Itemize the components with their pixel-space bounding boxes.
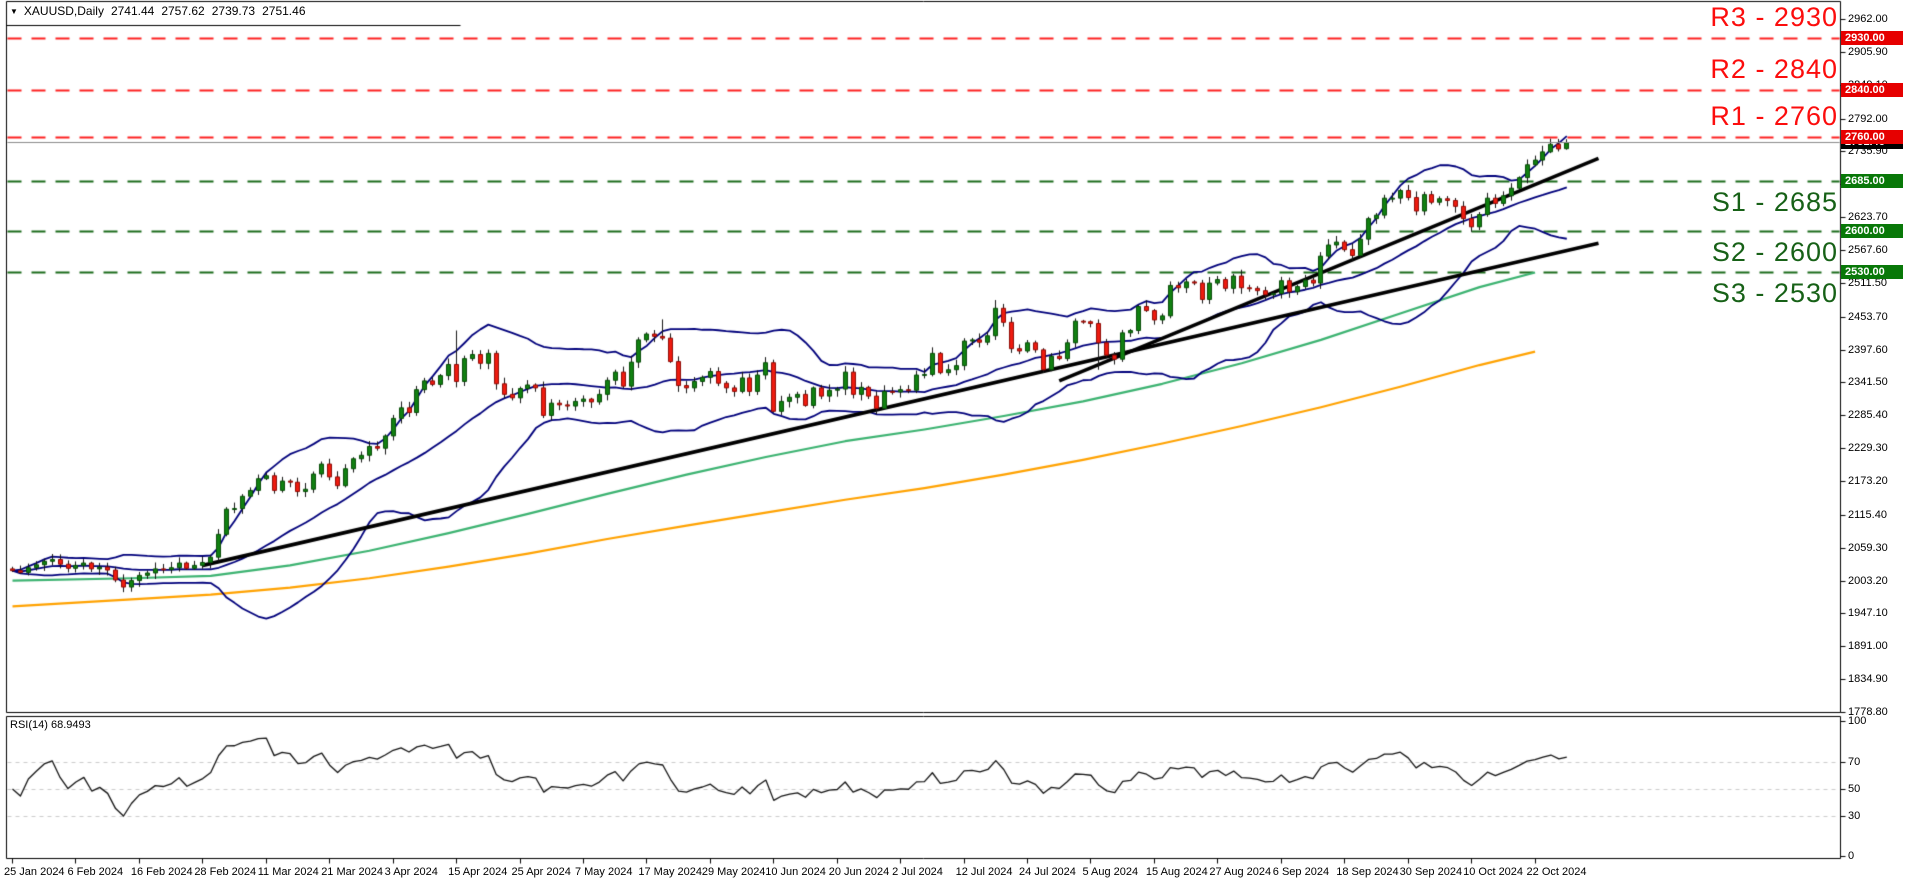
date-axis-label[interactable]: 30 Sep 2024 bbox=[1399, 866, 1463, 878]
date-axis-label[interactable]: 10 Oct 2024 bbox=[1463, 866, 1524, 878]
date-axis-label[interactable]: 17 May 2024 bbox=[638, 866, 702, 878]
ohlc-open-value: 2741.44 bbox=[110, 4, 155, 18]
price-axis-tick: 2905.90 bbox=[1848, 45, 1888, 58]
rsi-axis-tick: 100 bbox=[1848, 715, 1867, 727]
price-axis-tick: 2623.70 bbox=[1848, 211, 1888, 224]
date-axis-label[interactable]: 22 Oct 2024 bbox=[1526, 866, 1587, 878]
price-axis-tick: 2059.30 bbox=[1848, 541, 1888, 554]
date-axis-label[interactable]: 27 Aug 2024 bbox=[1209, 866, 1272, 878]
support-price-tag: 2600.00 bbox=[1841, 224, 1903, 239]
price-axis-tick: 2115.40 bbox=[1848, 508, 1887, 521]
symbol-dropdown-icon[interactable]: ▼ bbox=[10, 7, 18, 16]
date-axis-label[interactable]: 16 Feb 2024 bbox=[130, 866, 193, 878]
rsi-indicator-label: RSI(14) 68.9493 bbox=[10, 719, 91, 731]
date-axis-label[interactable]: 25 Jan 2024 bbox=[4, 866, 65, 878]
price-axis-tick: 2453.70 bbox=[1848, 310, 1888, 323]
date-axis-label[interactable]: 2 Jul 2024 bbox=[892, 866, 943, 878]
support-level-label: S1 - 2685 bbox=[1711, 187, 1838, 218]
date-axis-label[interactable]: 7 May 2024 bbox=[574, 866, 633, 878]
price-axis-tick: 2567.60 bbox=[1848, 244, 1888, 256]
resistance-level-label: R3 - 2930 bbox=[1710, 1, 1838, 32]
date-axis-label[interactable]: 6 Feb 2024 bbox=[67, 866, 124, 878]
price-axis-tick: 1834.90 bbox=[1848, 673, 1888, 686]
price-axis-tick: 2285.40 bbox=[1848, 409, 1888, 422]
ohlc-low-value: 2739.73 bbox=[211, 4, 256, 18]
support-price-tag: 2685.00 bbox=[1841, 174, 1903, 189]
rsi-axis-tick: 0 bbox=[1848, 850, 1855, 862]
price-axis-tick: 2962.00 bbox=[1848, 13, 1888, 25]
date-axis-label[interactable]: 25 Apr 2024 bbox=[511, 866, 571, 878]
date-axis-label[interactable]: 20 Jun 2024 bbox=[828, 866, 890, 878]
support-level-label: S3 - 2530 bbox=[1711, 278, 1838, 309]
ohlc-high-value: 2757.62 bbox=[161, 4, 205, 18]
price-axis-tick: 2229.30 bbox=[1848, 442, 1888, 455]
price-axis-tick: 2792.00 bbox=[1848, 112, 1888, 125]
resistance-price-tag: 2840.00 bbox=[1841, 83, 1903, 98]
ohlc-close-value: 2751.46 bbox=[262, 4, 306, 18]
chart-header: ▼ XAUUSD,Daily 2741.44 2757.62 2739.73 2751.4… bbox=[10, 4, 306, 18]
price-axis-tick: 2397.60 bbox=[1848, 343, 1888, 356]
symbol-timeframe-label: XAUUSD,Daily bbox=[23, 4, 104, 18]
resistance-level-label: R2 - 2840 bbox=[1710, 54, 1838, 85]
resistance-level-label: R1 - 2760 bbox=[1710, 101, 1838, 132]
price-axis-tick: 2341.50 bbox=[1848, 376, 1888, 389]
date-axis-label[interactable]: 29 May 2024 bbox=[701, 866, 766, 878]
rsi-axis-tick: 50 bbox=[1848, 782, 1861, 795]
date-axis-label[interactable]: 5 Aug 2024 bbox=[1082, 866, 1139, 878]
price-axis-tick: 2511.50 bbox=[1848, 276, 1887, 289]
rsi-value: 68.9493 bbox=[50, 719, 91, 731]
support-level-label: S2 - 2600 bbox=[1711, 237, 1838, 268]
date-axis-label[interactable]: 15 Apr 2024 bbox=[448, 866, 508, 878]
date-axis-label[interactable]: 3 Apr 2024 bbox=[384, 866, 438, 878]
rsi-axis-tick: 70 bbox=[1848, 755, 1861, 768]
date-axis-label[interactable]: 6 Sep 2024 bbox=[1272, 866, 1330, 878]
price-axis-tick: 2173.20 bbox=[1848, 475, 1888, 487]
date-axis-label[interactable]: 11 Mar 2024 bbox=[257, 866, 319, 878]
date-axis-label[interactable]: 12 Jul 2024 bbox=[955, 866, 1013, 878]
resistance-price-tag: 2760.00 bbox=[1841, 130, 1903, 145]
resistance-price-tag: 2930.00 bbox=[1841, 30, 1903, 45]
date-axis-label[interactable]: 28 Feb 2024 bbox=[194, 866, 257, 878]
date-axis-label[interactable]: 21 Mar 2024 bbox=[321, 866, 383, 878]
rsi-name: RSI(14) bbox=[10, 719, 48, 731]
rsi-axis-tick: 30 bbox=[1848, 809, 1861, 822]
price-axis-tick: 1947.10 bbox=[1848, 607, 1888, 620]
date-axis-label[interactable]: 10 Jun 2024 bbox=[765, 866, 826, 878]
support-price-tag: 2530.00 bbox=[1841, 265, 1903, 280]
date-axis-label[interactable]: 15 Aug 2024 bbox=[1145, 866, 1208, 878]
price-axis-tick: 2003.20 bbox=[1848, 574, 1888, 587]
date-axis-label[interactable]: 18 Sep 2024 bbox=[1336, 866, 1399, 878]
price-axis-tick: 1778.80 bbox=[1848, 706, 1888, 718]
date-axis-label[interactable]: 24 Jul 2024 bbox=[1019, 866, 1076, 878]
price-axis-tick: 1891.00 bbox=[1848, 640, 1888, 653]
